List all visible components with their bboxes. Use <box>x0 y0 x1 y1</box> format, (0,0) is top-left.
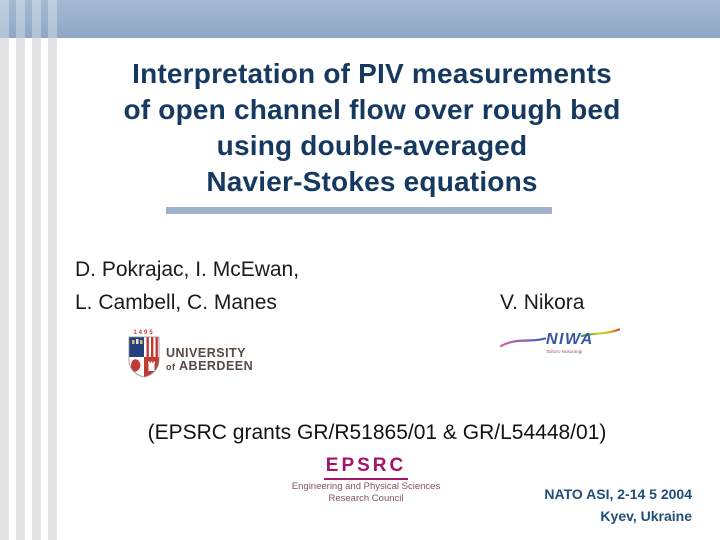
title-line-2: of open channel flow over rough bed <box>123 94 621 125</box>
niwa-wordmark: NIWA <box>546 331 594 348</box>
epsrc-logo: EPSRC Engineering and Physical Sciences … <box>266 455 466 504</box>
event-name-date: NATO ASI, 2-14 5 2004 <box>544 486 692 502</box>
event-info: NATO ASI, 2-14 5 2004 Kyev, Ukraine <box>544 483 692 527</box>
slide-title: Interpretation of PIV measurements of op… <box>52 56 692 200</box>
epsrc-caption-line-2: Research Council <box>328 493 404 504</box>
authors-line-1: D. Pokrajac, I. McEwan, <box>75 258 300 281</box>
aberdeen-wordmark: UNIVERSITY of ABERDEEN <box>166 347 253 374</box>
aberdeen-word-of: of <box>166 362 176 372</box>
event-location: Kyev, Ukraine <box>600 508 692 524</box>
epsrc-caption-line-1: Engineering and Physical Sciences <box>291 481 441 492</box>
grants-acknowledgement: (EPSRC grants GR/R51865/01 & GR/L54448/0… <box>147 421 607 444</box>
title-line-4: Navier-Stokes equations <box>206 166 538 197</box>
title-line-3: using double-averaged <box>216 130 528 161</box>
aberdeen-word-university: UNIVERSITY <box>166 346 247 360</box>
aberdeen-word-aberdeen: of ABERDEEN <box>166 360 253 374</box>
title-divider-bar <box>166 207 552 214</box>
aberdeen-founding-year: 1495 <box>133 330 155 336</box>
left-stripes-column <box>0 38 57 540</box>
title-line-1: Interpretation of PIV measurements <box>132 58 612 89</box>
epsrc-wordmark: EPSRC <box>323 455 409 480</box>
niwa-logo: NIWA Taihoro Nukurangi <box>498 325 622 361</box>
niwa-wave-icon: NIWA Taihoro Nukurangi <box>499 328 621 354</box>
aberdeen-word-aberdeen-text: ABERDEEN <box>179 359 254 373</box>
aberdeen-shield-icon <box>128 336 160 378</box>
authors-line-2: L. Cambell, C. Manes <box>75 291 277 314</box>
left-stripes-over-band <box>0 0 57 38</box>
author-right: V. Nikora <box>500 291 585 314</box>
niwa-subtitle: Taihoro Nukurangi <box>546 349 583 354</box>
aberdeen-crest: 1495 <box>126 330 162 383</box>
university-of-aberdeen-logo: 1495 <box>126 330 253 383</box>
top-banner-band <box>0 0 720 38</box>
